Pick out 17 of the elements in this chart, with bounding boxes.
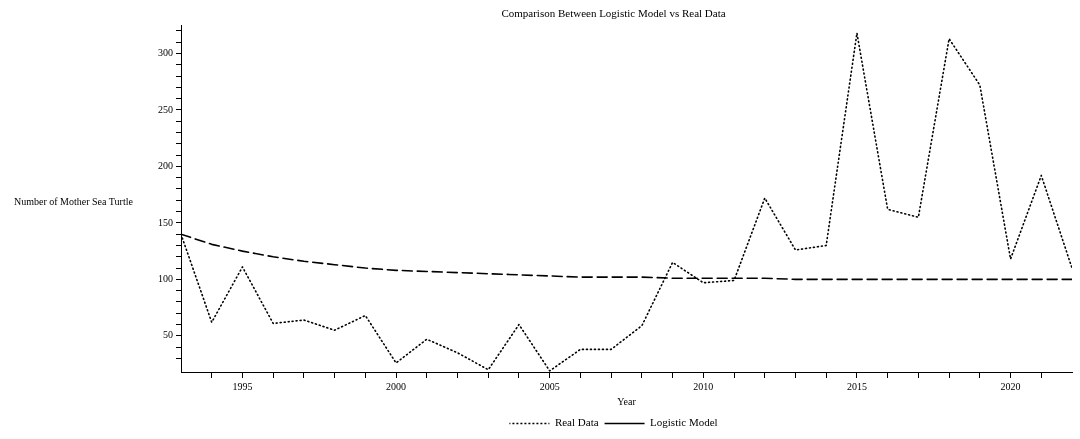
y-tick-label: 250: [158, 103, 173, 115]
y-tick-label: 150: [158, 216, 173, 228]
x-tick-label: 2005: [539, 380, 560, 392]
y-tick-label: 300: [158, 47, 173, 59]
x-tick-label: 2015: [846, 380, 867, 392]
x-tick-label: 2000: [386, 380, 407, 392]
y-axis-title: Number of Mother Sea Turtle: [14, 196, 133, 207]
x-tick-label: 2010: [693, 380, 714, 392]
y-tick-label: 100: [158, 272, 173, 284]
legend-label: Real Data: [554, 416, 599, 429]
x-axis-title: Year: [617, 395, 637, 407]
chart-title: Comparison Between Logistic Model vs Real Data: [501, 7, 726, 20]
legend-label: Logistic Model: [650, 416, 718, 429]
x-tick-label: 2020: [1000, 380, 1021, 392]
x-tick-label: 1995: [232, 380, 253, 392]
y-tick-label: 200: [158, 160, 173, 172]
y-tick-label: 50: [163, 329, 173, 341]
